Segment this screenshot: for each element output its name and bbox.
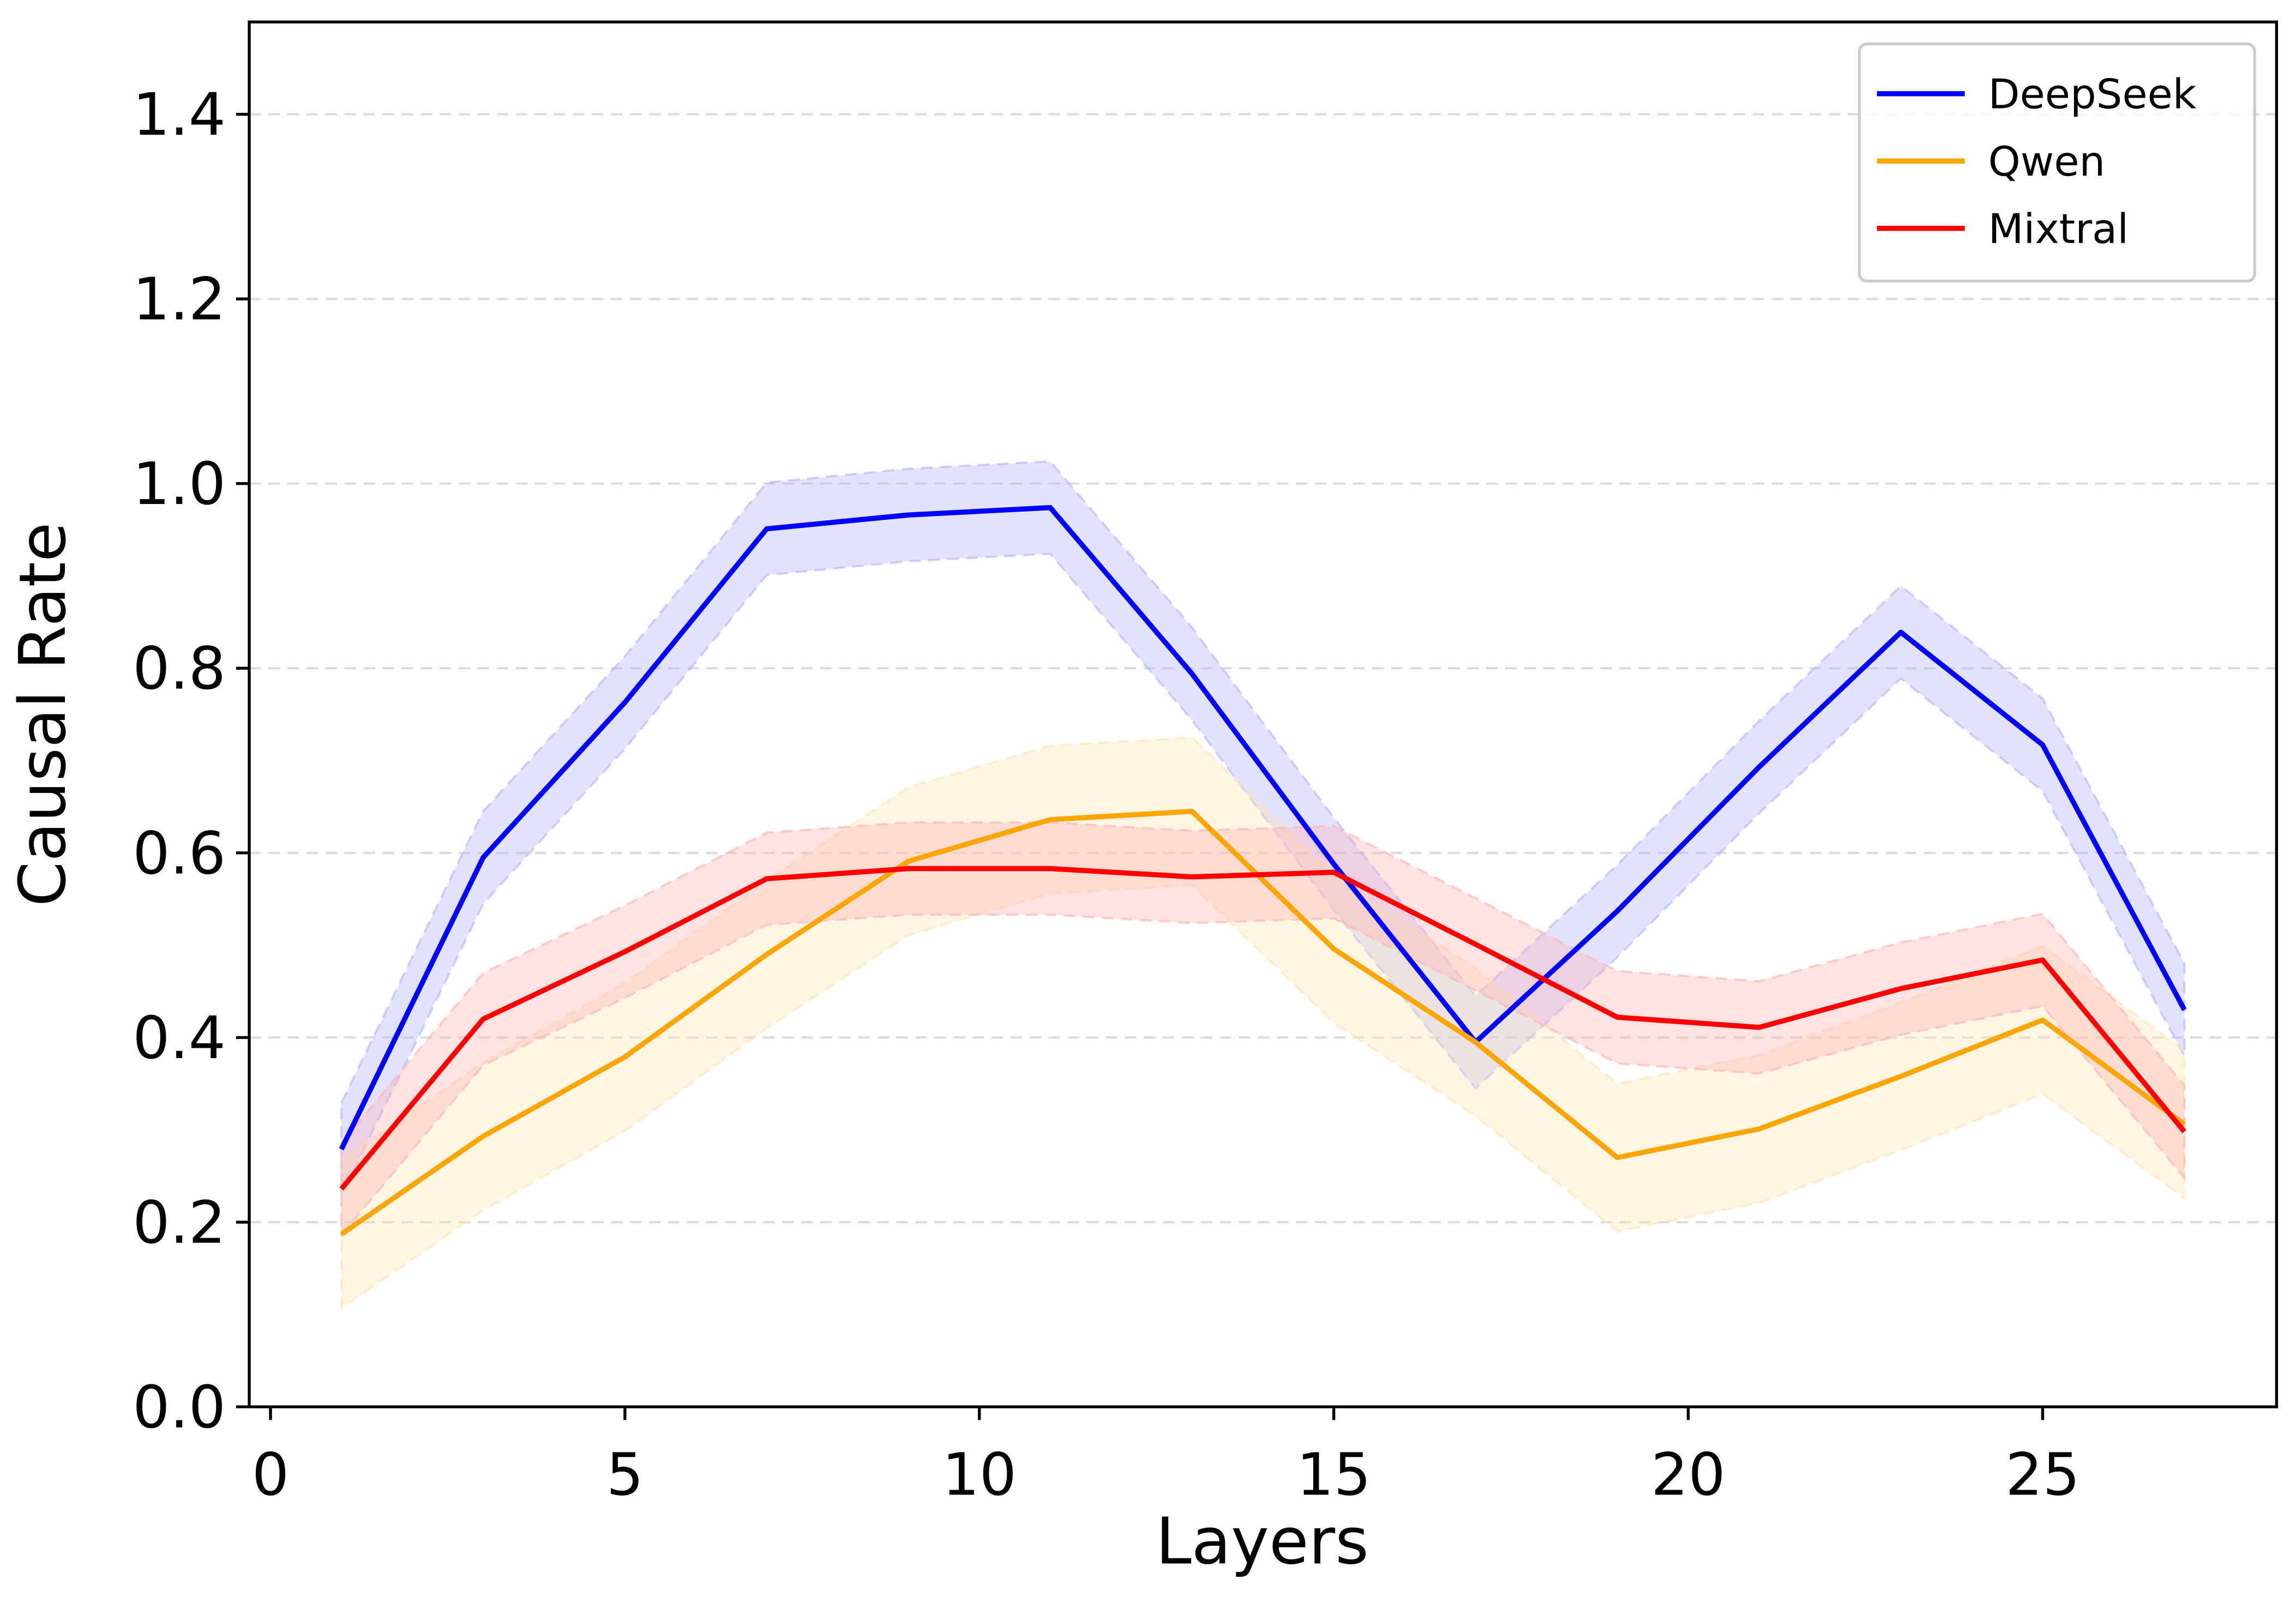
x-tick-label: 15 <box>1296 1440 1371 1509</box>
x-tick-label: 0 <box>252 1440 289 1509</box>
legend-label: DeepSeek <box>1988 70 2197 118</box>
x-tick-label: 20 <box>1651 1440 1726 1509</box>
x-tick-label: 25 <box>2005 1440 2080 1509</box>
y-tick-label: 0.0 <box>133 1373 226 1442</box>
series-line <box>339 866 2187 1191</box>
y-tick-label: 1.2 <box>133 266 226 334</box>
error-band <box>340 736 2186 1311</box>
y-tick-label: 1.4 <box>133 81 226 149</box>
legend-box <box>1858 42 2256 283</box>
x-axis-label: Layers <box>1156 1504 1369 1579</box>
y-tick-label: 0.8 <box>133 635 226 703</box>
series-line <box>339 505 2187 1151</box>
y-axis-label: Causal Rate <box>5 522 80 906</box>
plot-frame <box>248 20 2279 1409</box>
series-line <box>340 808 2186 1236</box>
y-tick-label: 1.0 <box>133 450 226 518</box>
y-tick-label: 0.6 <box>133 819 226 887</box>
x-tick-label: 5 <box>606 1440 644 1509</box>
error-band <box>340 460 2186 1196</box>
y-tick-label: 0.4 <box>133 1004 226 1072</box>
legend-label: Qwen <box>1988 137 2105 185</box>
error-band <box>340 821 2186 1239</box>
x-tick-label: 10 <box>942 1440 1017 1509</box>
y-tick-label: 0.2 <box>133 1188 226 1257</box>
legend-label: Mixtral <box>1988 205 2129 253</box>
